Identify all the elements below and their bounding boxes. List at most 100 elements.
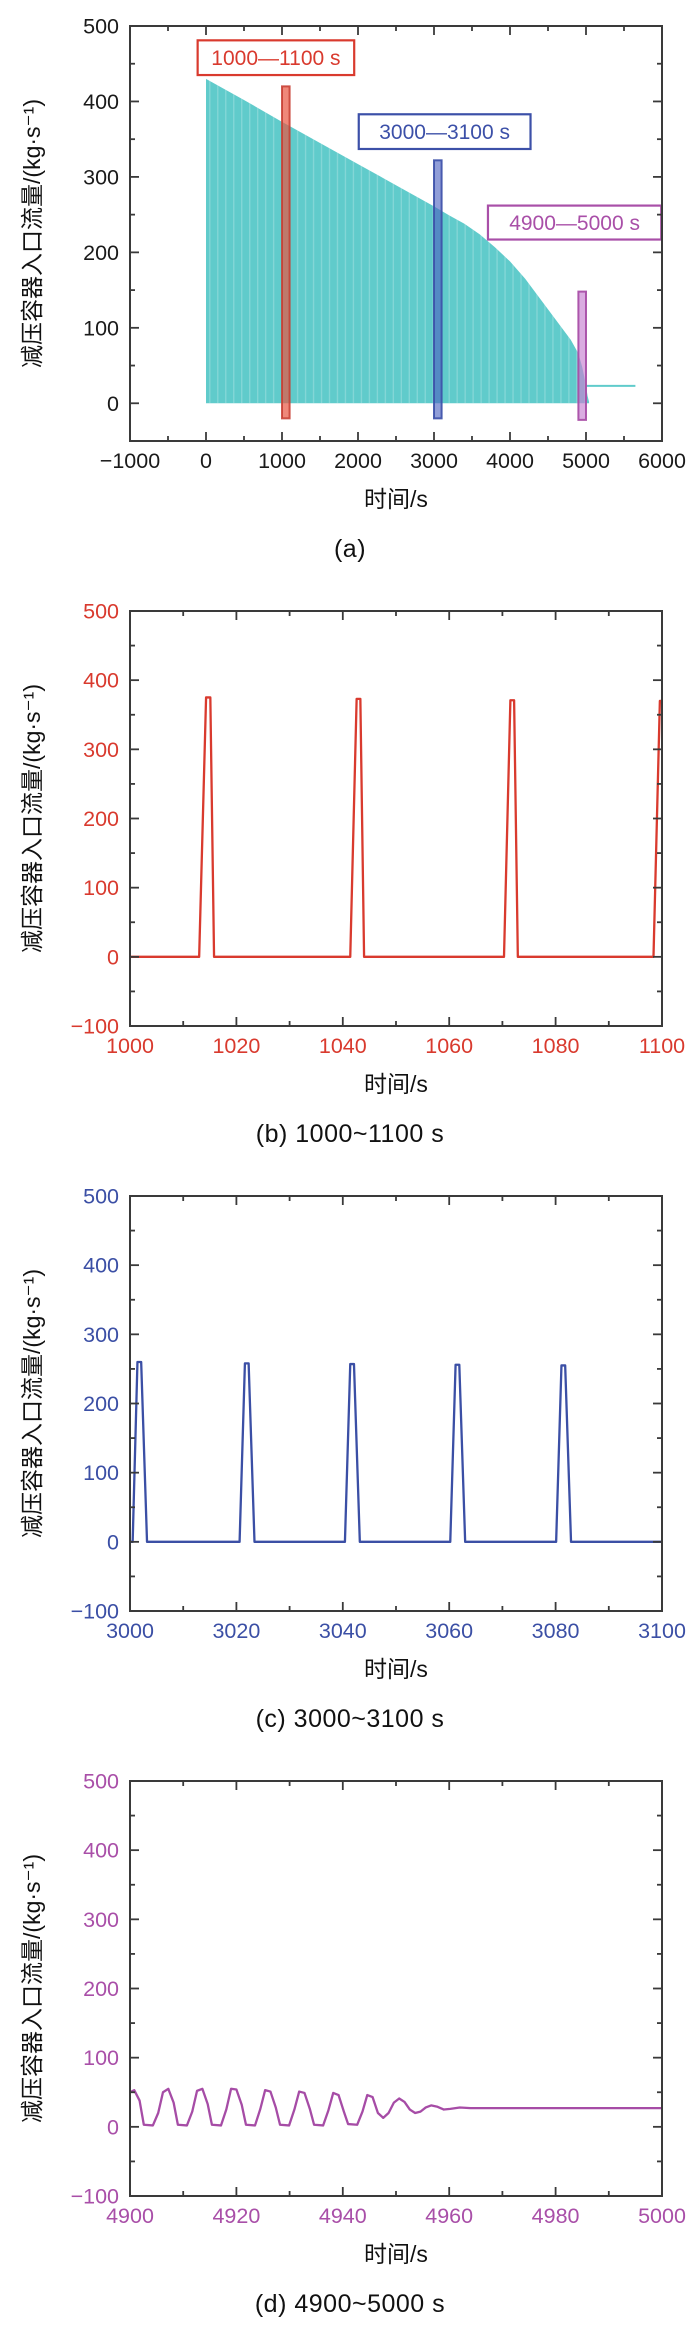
- svg-text:6000: 6000: [638, 449, 686, 473]
- svg-text:2000: 2000: [334, 449, 382, 473]
- annotation-text: 1000—1100 s: [211, 47, 340, 70]
- svg-text:400: 400: [83, 1254, 119, 1278]
- chart-caption-c: (c) 3000~3100 s: [255, 1705, 445, 1733]
- svg-text:5000: 5000: [638, 2204, 686, 2228]
- svg-text:4940: 4940: [319, 2204, 367, 2228]
- svg-text:1100: 1100: [639, 1034, 685, 1058]
- svg-text:200: 200: [83, 1392, 119, 1416]
- chart-caption-a: (a): [333, 535, 367, 563]
- svg-text:0: 0: [107, 2115, 119, 2139]
- y-axis-label: 减压容器入口流量/(kg·s⁻¹): [19, 684, 45, 953]
- svg-text:100: 100: [83, 1461, 119, 1485]
- x-axis-label: 时间/s: [364, 1656, 428, 1682]
- svg-text:300: 300: [83, 165, 119, 189]
- svg-text:300: 300: [83, 738, 119, 762]
- y-axis-label: 减压容器入口流量/(kg·s⁻¹): [19, 1854, 45, 2123]
- svg-text:0: 0: [200, 449, 212, 473]
- axes-frame: [129, 1780, 663, 2197]
- svg-text:5000: 5000: [562, 449, 610, 473]
- svg-text:400: 400: [83, 669, 119, 693]
- flow-line: [129, 2087, 662, 2127]
- svg-text:0: 0: [107, 945, 119, 969]
- y-tick-labels: 0 100 200 300 400 500: [83, 15, 119, 416]
- svg-text:3080: 3080: [532, 1619, 580, 1643]
- svg-text:0: 0: [107, 392, 119, 416]
- x-axis-label: 时间/s: [364, 1071, 428, 1097]
- y-tick-labels: −100 0 100 200 300 400 500: [71, 1185, 119, 1624]
- annotation-box-0: 1000—1100 s: [196, 39, 356, 77]
- x-tick-labels: 3000 3020 3040 3060 3080 3100: [106, 1619, 686, 1643]
- chart-canvas-a: 1000—1100 s 3000—3100 s 4900—5000 s −1000 0 1…: [19, 15, 686, 513]
- svg-text:500: 500: [83, 600, 119, 624]
- svg-text:4900: 4900: [106, 2204, 154, 2228]
- annotation-text: 4900—5000 s: [509, 212, 640, 235]
- highlight-bar-window-4900-5000: [577, 290, 588, 421]
- svg-text:3020: 3020: [212, 1619, 260, 1643]
- svg-text:500: 500: [83, 1770, 119, 1794]
- svg-text:200: 200: [83, 1977, 119, 2001]
- flow-area: [206, 78, 590, 404]
- svg-text:3040: 3040: [319, 1619, 367, 1643]
- x-axis-label: 时间/s: [364, 486, 428, 512]
- annotation-text: 3000—3100 s: [379, 121, 510, 144]
- chart-caption-b: (b) 1000~1100 s: [255, 1120, 445, 1148]
- y-tick-labels: −100 0 100 200 300 400 500: [71, 1770, 119, 2209]
- svg-text:1000: 1000: [106, 1034, 154, 1058]
- chart-canvas-d: 4900 4920 4940 4960 4980 5000 −100 0 100 200 300 40…: [19, 1770, 686, 2268]
- svg-text:400: 400: [83, 1839, 119, 1863]
- chart-canvas-c: 3000 3020 3040 3060 3080 3100 −100 0 100 200 300 40…: [19, 1185, 686, 1683]
- svg-text:500: 500: [83, 15, 119, 39]
- chart-block-a: 1000—1100 s 3000—3100 s 4900—5000 s −1000 0 1…: [0, 0, 700, 585]
- plot-d: 4900 4920 4940 4960 4980 5000 −100 0 100 200 300 40…: [19, 1770, 686, 2268]
- svg-text:3060: 3060: [425, 1619, 473, 1643]
- x-tick-labels: 1000 1020 1040 1060 1080 1100: [106, 1034, 685, 1058]
- chart-block-d: 4900 4920 4940 4960 4980 5000 −100 0 100 200 300 40…: [0, 1755, 700, 2340]
- svg-text:1020: 1020: [212, 1034, 260, 1058]
- tick-marks: [129, 25, 663, 442]
- svg-text:−1000: −1000: [100, 449, 160, 473]
- x-tick-labels: −1000 0 1000 2000 3000 4000 5000 6000: [100, 449, 686, 473]
- svg-text:0: 0: [107, 1530, 119, 1554]
- svg-text:3000: 3000: [410, 449, 458, 473]
- axes-frame: [129, 1195, 663, 1612]
- svg-text:3000: 3000: [106, 1619, 154, 1643]
- chart-canvas-b: 1000 1020 1040 1060 1080 1100 −100 0 100 200 300 40…: [19, 600, 685, 1098]
- y-tick-labels: −100 0 100 200 300 400 500: [71, 600, 119, 1039]
- y-axis-label: 减压容器入口流量/(kg·s⁻¹): [19, 1269, 45, 1538]
- highlight-bar-window-3000-3100: [433, 159, 443, 420]
- chart-block-b: 1000 1020 1040 1060 1080 1100 −100 0 100 200 300 40…: [0, 585, 700, 1170]
- svg-text:300: 300: [83, 1908, 119, 1932]
- flow-line: [130, 696, 662, 958]
- svg-text:4960: 4960: [425, 2204, 473, 2228]
- plot-c: 3000 3020 3040 3060 3080 3100 −100 0 100 200 300 40…: [19, 1185, 686, 1683]
- tick-marks: [129, 1780, 663, 2197]
- svg-text:4000: 4000: [486, 449, 534, 473]
- axes-frame: [129, 610, 663, 1027]
- svg-text:−100: −100: [71, 1015, 119, 1039]
- plot-b: 1000 1020 1040 1060 1080 1100 −100 0 100 200 300 40…: [19, 600, 685, 1098]
- annotation-box-2: 4900—5000 s: [486, 204, 663, 241]
- svg-text:3100: 3100: [638, 1619, 686, 1643]
- annotation-box-1: 3000—3100 s: [357, 113, 532, 151]
- svg-text:200: 200: [83, 807, 119, 831]
- svg-text:1000: 1000: [258, 449, 306, 473]
- svg-text:−100: −100: [71, 1600, 119, 1624]
- svg-text:400: 400: [83, 90, 119, 114]
- highlight-bar-window-1000-1100: [281, 85, 291, 420]
- tick-marks: [129, 610, 663, 1027]
- svg-text:300: 300: [83, 1323, 119, 1347]
- chart-block-c: 3000 3020 3040 3060 3080 3100 −100 0 100 200 300 40…: [0, 1170, 700, 1755]
- svg-text:200: 200: [83, 241, 119, 265]
- flow-line: [130, 1360, 662, 1543]
- svg-text:1040: 1040: [319, 1034, 367, 1058]
- svg-text:100: 100: [83, 2046, 119, 2070]
- svg-text:100: 100: [83, 876, 119, 900]
- svg-text:1080: 1080: [532, 1034, 580, 1058]
- svg-text:500: 500: [83, 1185, 119, 1209]
- svg-text:100: 100: [83, 316, 119, 340]
- x-axis-label: 时间/s: [364, 2241, 428, 2267]
- plot-a: 1000—1100 s 3000—3100 s 4900—5000 s −1000 0 1…: [19, 15, 686, 513]
- tick-marks: [129, 1195, 663, 1612]
- svg-text:−100: −100: [71, 2185, 119, 2209]
- svg-text:4980: 4980: [532, 2204, 580, 2228]
